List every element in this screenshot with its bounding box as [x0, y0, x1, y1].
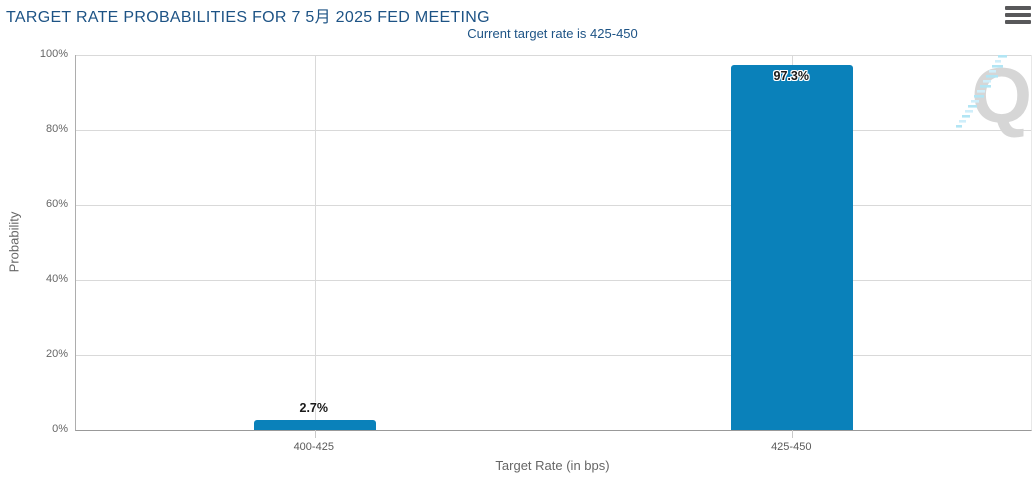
- y-tick-label: 60%: [45, 198, 68, 210]
- x-tick-label: 400-425: [293, 441, 334, 453]
- y-gridline: [76, 55, 1031, 56]
- y-tick-label: 100%: [39, 48, 68, 60]
- plot-area: [75, 55, 1032, 438]
- y-gridline: [76, 280, 1031, 281]
- hamburger-bar: [1005, 13, 1031, 17]
- x-axis-tick: [792, 430, 794, 438]
- y-gridline: [76, 355, 1031, 356]
- x-tick-label: 425-450: [771, 441, 812, 453]
- x-axis-title: Target Rate (in bps): [495, 458, 610, 473]
- probability-bar[interactable]: [253, 419, 376, 430]
- bar-value-label: 2.7%: [299, 400, 329, 415]
- chart-title: TARGET RATE PROBABILITIES FOR 7 5月 2025 …: [6, 9, 490, 26]
- hamburger-bar: [1005, 6, 1031, 10]
- category-gridline: [314, 55, 316, 430]
- y-tick-label: 80%: [45, 123, 68, 135]
- y-tick-label: 40%: [45, 273, 68, 285]
- y-tick-label: 0%: [52, 423, 68, 435]
- y-axis-title: Probability: [6, 211, 22, 273]
- hamburger-menu-icon[interactable]: [1005, 6, 1031, 26]
- hamburger-bar: [1005, 20, 1031, 24]
- y-tick-label: 20%: [45, 348, 68, 360]
- y-gridline: [76, 130, 1031, 131]
- chart-subtitle: Current target rate is 425-450: [467, 26, 638, 41]
- probability-bar[interactable]: [731, 65, 854, 430]
- bar-value-label: 97.3%: [773, 69, 809, 84]
- x-axis-tick: [314, 430, 316, 438]
- y-gridline: [76, 205, 1031, 206]
